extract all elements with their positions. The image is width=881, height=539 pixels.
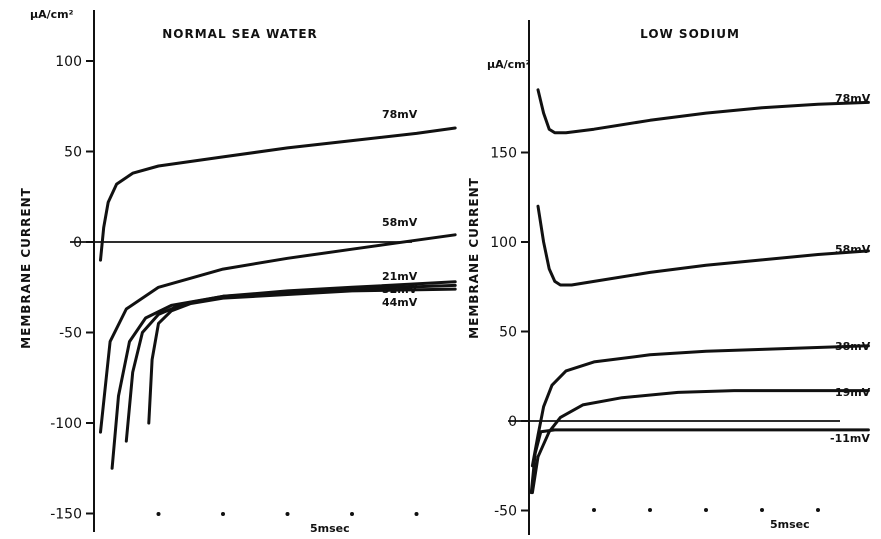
x-tick-mark — [816, 508, 820, 512]
series-label: -11mV — [830, 432, 870, 445]
series-label: 78mV — [382, 108, 418, 121]
x-ticks — [156, 512, 419, 516]
series-label: 44mV — [382, 296, 418, 309]
x-tick-mark — [221, 512, 225, 516]
y-tick-label: -50 — [494, 504, 517, 520]
y-axis-label: MEMBRANE CURRENT — [467, 177, 481, 339]
y-tick-label: 50 — [499, 325, 517, 341]
y-ticks: 100 50 0 -50 -100 -150 — [50, 54, 94, 523]
y-tick-label: -150 — [50, 507, 82, 523]
trace-44mV — [147, 287, 457, 425]
series-label: 78mV — [835, 92, 871, 105]
trace-78mV — [536, 88, 870, 135]
series-label: 58mV — [835, 243, 871, 256]
x-scale-label: 5msec — [770, 518, 810, 531]
x-scale-label: 5msec — [310, 522, 350, 535]
y-unit: μA/cm² — [30, 8, 74, 21]
y-tick-label: 50 — [64, 145, 82, 161]
trace-78mV — [99, 126, 457, 262]
x-tick-mark — [285, 512, 290, 516]
series-label: 38mV — [835, 340, 871, 353]
y-axis-label: MEMBRANE CURRENT — [19, 187, 33, 349]
trace-21mV — [110, 280, 457, 470]
y-unit: μA/cm² — [487, 58, 531, 71]
trace-38mV — [530, 344, 870, 468]
panel-title: NORMAL SEA WATER — [162, 27, 318, 41]
trace-58mV — [536, 204, 870, 287]
trace-32mV — [124, 283, 457, 443]
series-label: 21mV — [382, 270, 418, 283]
panel-title: LOW SODIUM — [640, 27, 740, 41]
traces: 78mV 58mV 38mV 19mV -11mV — [529, 88, 871, 495]
x-tick-mark — [592, 508, 596, 512]
x-tick-mark — [760, 508, 764, 512]
x-tick-mark — [704, 508, 708, 512]
series-label: 58mV — [382, 216, 418, 229]
y-tick-label: 0 — [508, 414, 517, 430]
x-tick-mark — [156, 512, 161, 516]
x-ticks — [592, 508, 820, 512]
panel-normal-sea-water: NORMAL SEA WATER μA/cm² MEMBRANE CURRENT… — [19, 8, 457, 535]
y-tick-label: 150 — [490, 146, 517, 162]
y-tick-label: 0 — [73, 235, 82, 251]
trace-58mV — [99, 233, 457, 434]
y-ticks: 150 100 50 0 -50 — [490, 146, 529, 520]
y-tick-label: -100 — [50, 416, 82, 432]
x-tick-mark — [350, 512, 354, 516]
panel-low-sodium: LOW SODIUM μA/cm² MEMBRANE CURRENT 150 10… — [467, 20, 871, 535]
series-label: 19mV — [835, 386, 871, 399]
x-tick-mark — [648, 508, 652, 512]
y-tick-label: 100 — [55, 54, 82, 70]
trace--11mV — [529, 428, 870, 495]
y-tick-label: 100 — [490, 235, 517, 251]
x-tick-mark — [414, 512, 419, 516]
y-tick-label: -50 — [59, 326, 82, 342]
trace-19mV — [530, 389, 870, 495]
